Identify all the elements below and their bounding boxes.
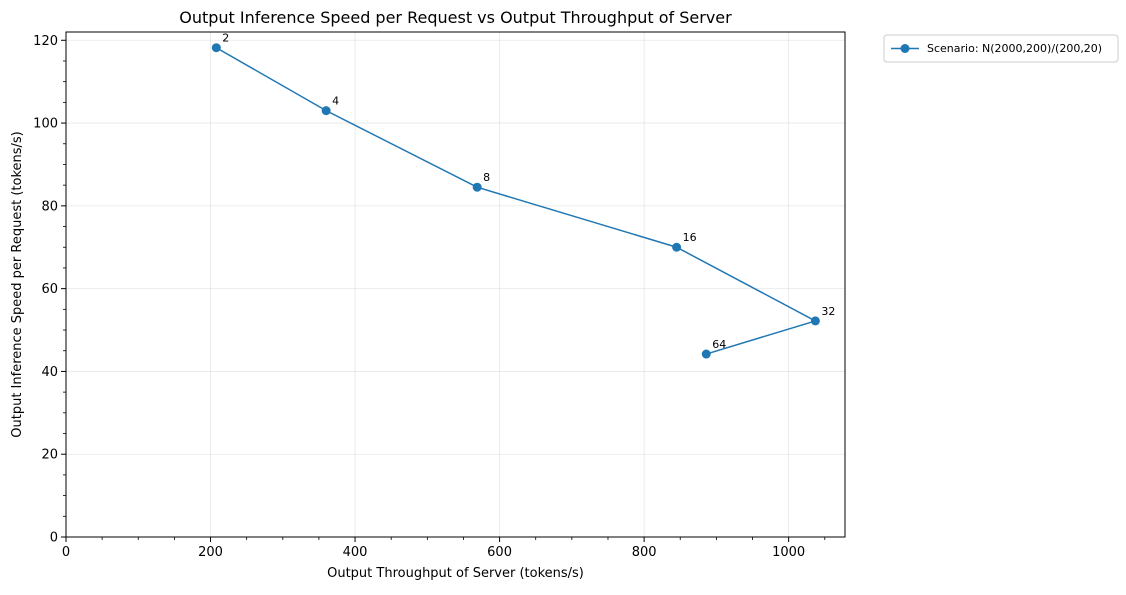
x-tick-label: 1000 [772,545,805,560]
ticks: 0 200 400 600 800 1000 0 20 40 60 80 100 120 [33,34,826,560]
y-tick-label: 20 [41,448,58,463]
y-tick-label: 40 [41,365,58,380]
grid [65,32,845,538]
plot-area [66,32,845,537]
data-point [701,349,711,359]
data-point-label: 2 [222,32,229,45]
data-point [672,242,682,252]
series-layer: 2 4 8 16 32 64 [211,32,835,359]
data-point-label: 64 [712,338,726,351]
y-tick-label: 0 [50,531,58,546]
plot-frame [65,31,846,538]
y-tick-label: 100 [33,117,58,132]
y-tick-label: 80 [41,199,58,214]
x-tick-label: 400 [343,545,368,560]
x-tick-label: 0 [62,545,70,560]
y-axis-label: Output Inference Speed per Request (toke… [10,131,25,437]
legend: Scenario: N(2000,200)/(200,20) [883,34,1119,63]
data-point-label: 16 [683,231,697,244]
x-axis-label: Output Throughput of Server (tokens/s) [327,566,584,581]
y-tick-label: 120 [33,34,58,49]
data-point [211,43,221,53]
legend-label: Scenario: N(2000,200)/(200,20) [927,42,1102,55]
data-point-label: 8 [483,171,490,184]
legend-box [883,34,1119,63]
chart-title: Output Inference Speed per Request vs Ou… [179,8,732,27]
data-point-label: 4 [332,95,339,108]
series-line [215,47,818,355]
legend-marker [900,44,910,53]
x-tick-label: 200 [198,545,223,560]
data-point [321,106,331,116]
data-point [472,182,482,192]
x-tick-label: 600 [487,545,512,560]
data-point [810,316,820,326]
data-point-label: 32 [821,305,835,318]
x-tick-label: 800 [632,545,657,560]
y-tick-label: 60 [41,282,58,297]
